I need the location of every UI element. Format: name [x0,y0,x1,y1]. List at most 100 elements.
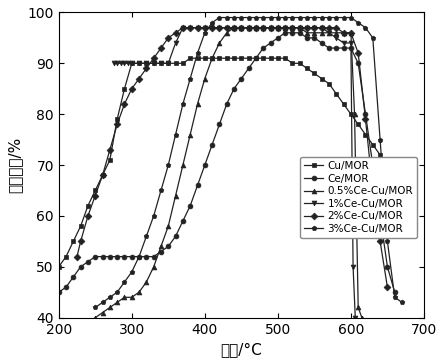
Ce/MOR [71,275,76,279]
Cu/MOR [348,112,353,116]
3%Ce-Cu/MOR [363,25,368,30]
0.5%Ce-Cu/MOR [217,41,222,45]
1%Ce-Cu/MOR [122,61,127,66]
3%Ce-Cu/MOR [187,76,193,81]
Ce/MOR [392,290,397,294]
1%Ce-Cu/MOR [224,25,230,30]
3%Ce-Cu/MOR [144,234,149,238]
0.5%Ce-Cu/MOR [159,244,164,249]
0.5%Ce-Cu/MOR [312,31,317,35]
Cu/MOR [261,56,266,60]
3%Ce-Cu/MOR [275,15,281,20]
2%Ce-Cu/MOR [202,25,207,30]
Cu/MOR [159,61,164,66]
3%Ce-Cu/MOR [268,15,273,20]
0.5%Ce-Cu/MOR [326,31,332,35]
2%Ce-Cu/MOR [290,25,295,30]
Ce/MOR [370,163,376,167]
0.5%Ce-Cu/MOR [144,280,149,284]
Ce/MOR [202,163,207,167]
Ce/MOR [63,285,69,289]
0.5%Ce-Cu/MOR [282,25,288,30]
Ce/MOR [341,46,346,50]
Ce/MOR [210,143,215,147]
2%Ce-Cu/MOR [159,46,164,50]
Y-axis label: 脱硝效率/%: 脱硝效率/% [7,137,22,193]
Cu/MOR [115,117,120,122]
Ce/MOR [312,36,317,40]
2%Ce-Cu/MOR [231,25,237,30]
0.5%Ce-Cu/MOR [100,310,105,315]
Cu/MOR [341,102,346,106]
Ce/MOR [275,36,281,40]
1%Ce-Cu/MOR [202,25,207,30]
1%Ce-Cu/MOR [151,61,156,66]
0.5%Ce-Cu/MOR [187,132,193,137]
Ce/MOR [377,214,383,218]
Ce/MOR [56,290,61,294]
0.5%Ce-Cu/MOR [231,25,237,30]
1%Ce-Cu/MOR [290,25,295,30]
Ce/MOR [363,112,368,116]
3%Ce-Cu/MOR [297,15,302,20]
2%Ce-Cu/MOR [210,25,215,30]
1%Ce-Cu/MOR [136,61,142,66]
Ce/MOR [224,102,230,106]
1%Ce-Cu/MOR [253,25,258,30]
Cu/MOR [224,56,230,60]
1%Ce-Cu/MOR [350,265,356,269]
Line: 3%Ce-Cu/MOR: 3%Ce-Cu/MOR [93,15,404,310]
1%Ce-Cu/MOR [118,61,123,66]
0.5%Ce-Cu/MOR [356,305,361,310]
0.5%Ce-Cu/MOR [268,25,273,30]
Ce/MOR [319,41,324,45]
3%Ce-Cu/MOR [93,305,98,310]
3%Ce-Cu/MOR [151,214,156,218]
Cu/MOR [333,92,339,96]
Cu/MOR [180,61,186,66]
1%Ce-Cu/MOR [268,25,273,30]
2%Ce-Cu/MOR [333,25,339,30]
2%Ce-Cu/MOR [275,25,281,30]
Line: Ce/MOR: Ce/MOR [56,30,397,294]
X-axis label: 温度/°C: 温度/°C [221,342,262,357]
2%Ce-Cu/MOR [122,102,127,106]
Cu/MOR [187,56,193,60]
3%Ce-Cu/MOR [107,295,112,300]
Ce/MOR [333,46,339,50]
Ce/MOR [151,254,156,259]
2%Ce-Cu/MOR [348,31,353,35]
1%Ce-Cu/MOR [166,61,171,66]
Ce/MOR [195,183,200,187]
Ce/MOR [107,254,112,259]
2%Ce-Cu/MOR [93,193,98,198]
0.5%Ce-Cu/MOR [173,193,178,198]
3%Ce-Cu/MOR [159,188,164,193]
Cu/MOR [319,76,324,81]
2%Ce-Cu/MOR [107,147,112,152]
3%Ce-Cu/MOR [166,163,171,167]
Cu/MOR [239,56,244,60]
0.5%Ce-Cu/MOR [333,31,339,35]
Ce/MOR [159,249,164,254]
3%Ce-Cu/MOR [253,15,258,20]
Cu/MOR [392,214,397,218]
1%Ce-Cu/MOR [246,25,251,30]
2%Ce-Cu/MOR [282,25,288,30]
Line: 2%Ce-Cu/MOR: 2%Ce-Cu/MOR [75,25,390,289]
2%Ce-Cu/MOR [180,25,186,30]
0.5%Ce-Cu/MOR [107,305,112,310]
Ce/MOR [136,254,142,259]
1%Ce-Cu/MOR [348,41,353,45]
3%Ce-Cu/MOR [341,15,346,20]
3%Ce-Cu/MOR [180,102,186,106]
Ce/MOR [173,234,178,238]
3%Ce-Cu/MOR [202,31,207,35]
1%Ce-Cu/MOR [282,25,288,30]
2%Ce-Cu/MOR [246,25,251,30]
0.5%Ce-Cu/MOR [136,290,142,294]
Ce/MOR [85,260,91,264]
1%Ce-Cu/MOR [173,41,178,45]
1%Ce-Cu/MOR [144,61,149,66]
Ce/MOR [93,254,98,259]
